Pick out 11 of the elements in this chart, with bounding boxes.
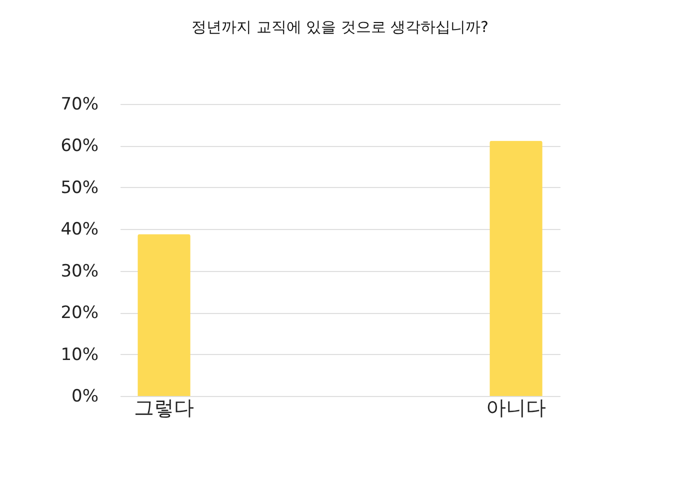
y-tick-label: 30% [60, 261, 98, 282]
x-tick-label: 그렇다 [134, 396, 194, 420]
y-tick-label: 60% [60, 136, 98, 156]
chart-title: 정년까지 교직에 있을 것으로 생각하십니까? [191, 18, 489, 36]
y-tick-label: 10% [60, 344, 98, 365]
y-tick-label: 70% [60, 94, 98, 114]
x-tick-label: 아니다 [486, 396, 546, 420]
y-tick-label: 0% [72, 386, 98, 406]
y-tick-label: 50% [60, 178, 98, 198]
y-tick-label: 20% [60, 303, 98, 324]
y-tick-label: 40% [60, 220, 98, 240]
